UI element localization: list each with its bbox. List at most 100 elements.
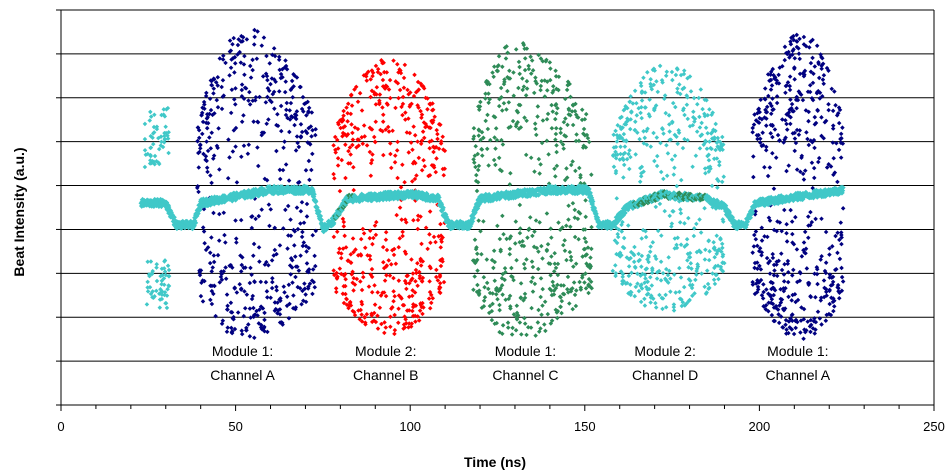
data-point [688, 89, 694, 94]
data-point [274, 284, 279, 290]
data-point [568, 162, 574, 168]
data-point [208, 107, 214, 113]
data-point [510, 325, 515, 331]
data-point [386, 258, 391, 263]
data-point [819, 216, 824, 222]
data-point [400, 229, 405, 235]
data-point [563, 134, 569, 139]
data-point [617, 157, 623, 162]
data-point [558, 126, 563, 132]
data-point [839, 265, 844, 271]
data-point [508, 306, 513, 311]
data-point [551, 269, 557, 274]
data-point [307, 177, 312, 183]
data-point [536, 52, 541, 58]
data-point [713, 272, 719, 278]
data-point [372, 139, 378, 145]
data-point [781, 279, 787, 284]
data-point [426, 296, 432, 301]
y-axis-title: Beat Intensity (a.u.) [11, 147, 27, 276]
data-point [655, 228, 661, 234]
data-point [669, 120, 675, 125]
data-point [517, 202, 523, 208]
data-point [231, 35, 236, 41]
data-point [486, 163, 491, 168]
data-point [494, 286, 499, 292]
data-point [198, 293, 204, 299]
data-point [375, 326, 381, 331]
data-point [806, 235, 811, 241]
data-point [246, 142, 252, 147]
data-point [150, 141, 156, 147]
data-point [753, 236, 759, 242]
data-point [300, 243, 306, 249]
data-point [343, 175, 348, 181]
data-point [643, 234, 649, 240]
data-point [815, 281, 820, 287]
data-point [283, 162, 289, 167]
data-point [532, 229, 537, 234]
data-point [649, 270, 655, 275]
data-point [421, 305, 426, 310]
data-point [300, 229, 305, 235]
x-tick-label: 200 [749, 419, 771, 434]
data-point [618, 144, 623, 150]
data-point [671, 172, 677, 177]
data-point [286, 233, 291, 238]
data-point [270, 279, 275, 285]
data-point [239, 82, 245, 87]
data-point [685, 116, 691, 122]
data-point [484, 146, 490, 152]
data-point [230, 149, 236, 154]
data-point [649, 283, 655, 288]
data-point [503, 297, 508, 303]
data-point [262, 324, 267, 330]
data-point [623, 103, 628, 109]
data-point [406, 321, 412, 326]
data-point [613, 273, 618, 279]
x-axis-title: Time (ns) [464, 454, 526, 470]
data-point [204, 125, 210, 131]
data-point [820, 77, 826, 82]
data-point [475, 282, 480, 288]
data-point [396, 278, 402, 283]
data-point [550, 109, 556, 114]
data-point [685, 251, 691, 257]
data-point [396, 320, 401, 326]
data-point [418, 263, 424, 268]
data-point [251, 119, 256, 124]
data-point [382, 330, 387, 336]
data-point [509, 332, 515, 337]
data-point [420, 259, 426, 264]
data-point [441, 173, 447, 178]
data-point [838, 131, 844, 137]
data-point [207, 260, 213, 266]
data-point [671, 308, 677, 313]
data-point [675, 67, 680, 72]
data-point [511, 93, 516, 99]
data-point [490, 70, 495, 75]
data-point [583, 239, 589, 245]
data-point [233, 144, 238, 149]
data-point [703, 139, 708, 145]
data-point [624, 280, 630, 286]
data-point [476, 133, 481, 138]
data-point [233, 102, 238, 107]
data-point [532, 169, 537, 174]
data-point [142, 136, 148, 142]
data-point [288, 100, 294, 106]
data-point [350, 236, 356, 241]
data-point [524, 78, 530, 84]
data-point [564, 166, 569, 171]
data-point [682, 244, 687, 249]
data-point [622, 144, 628, 149]
data-point [391, 299, 396, 304]
data-point [433, 274, 439, 280]
data-point [233, 218, 238, 223]
data-point [239, 331, 245, 337]
data-point [542, 94, 548, 99]
data-point [413, 319, 418, 324]
data-point [306, 269, 311, 275]
data-point [642, 105, 648, 110]
data-point [228, 110, 234, 116]
